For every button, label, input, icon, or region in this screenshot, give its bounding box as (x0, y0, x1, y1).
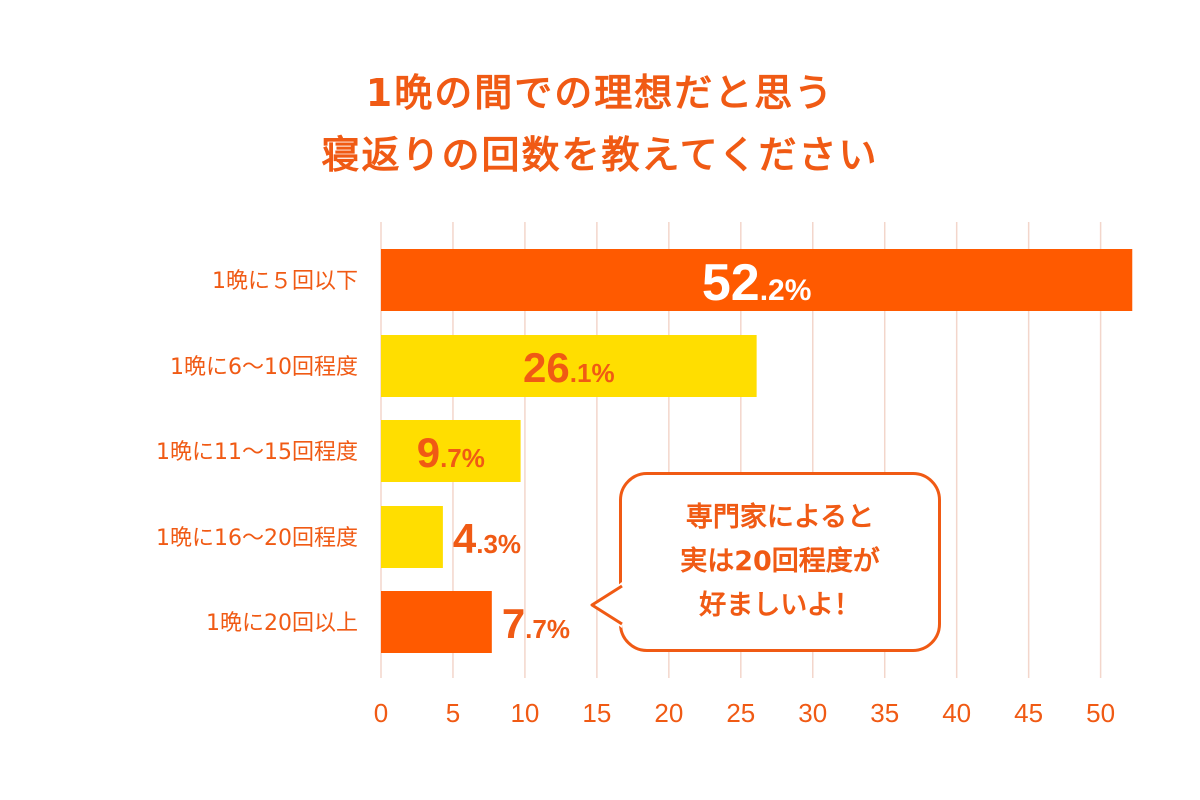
x-tick-label: 40 (942, 698, 971, 728)
speech-bubble-tail (590, 582, 623, 628)
value-label: 7.7% (502, 600, 570, 647)
value-label-main: 4 (453, 515, 477, 562)
chart-title-line-2: 寝返りの回数を教えてください (321, 133, 879, 177)
x-tick-label: 10 (510, 698, 539, 728)
x-tick-label: 25 (726, 698, 755, 728)
category-label: 1晩に11〜15回程度 (156, 440, 358, 465)
x-tick-label: 30 (798, 698, 827, 728)
x-tick-label: 20 (654, 698, 683, 728)
x-tick-label: 5 (446, 698, 460, 728)
value-label: 4.3% (453, 515, 521, 562)
value-label-decimal: .7% (440, 443, 485, 473)
value-label-main: 52 (702, 254, 760, 312)
value-label-decimal: .7% (525, 614, 570, 644)
callout-line-2: 実は20回程度が (680, 546, 880, 577)
x-tick-label: 0 (374, 698, 388, 728)
category-label: 1晩に16〜20回程度 (156, 526, 358, 551)
value-label-decimal: .1% (570, 358, 615, 388)
category-label-layer: 1晩に５回以下 1晩に6〜10回程度 1晩に11〜15回程度 1晩に16〜20回程度 1… (156, 269, 358, 636)
bar (381, 506, 443, 568)
bar (381, 420, 521, 482)
value-label: 26.1% (523, 344, 615, 391)
value-label-main: 9 (417, 429, 440, 476)
value-label: 9.7% (417, 429, 485, 476)
category-label: 1晩に20回以上 (206, 611, 358, 636)
x-tick-label: 50 (1086, 698, 1115, 728)
bar (381, 591, 492, 653)
category-label: 1晩に6〜10回程度 (170, 355, 358, 380)
bar (381, 335, 757, 397)
bar (381, 249, 1133, 311)
x-tick-label: 35 (870, 698, 899, 728)
value-label-decimal: .3% (476, 529, 521, 559)
category-label: 1晩に５回以下 (212, 269, 358, 294)
x-tick-label: 45 (1014, 698, 1043, 728)
x-tick-label: 15 (582, 698, 611, 728)
value-label-main: 7 (502, 600, 525, 647)
callout-line-3: 好ましいよ！ (699, 590, 861, 621)
chart-title-line-1: 1晩の間での理想だと思う (365, 71, 835, 115)
tick-label-layer: 0 5 10 15 20 25 30 35 40 45 50 (374, 698, 1115, 728)
value-label-decimal: .2% (760, 274, 812, 307)
value-label-layer: 52.2%26.1%9.7%4.3%7.7% (417, 254, 812, 647)
speech-bubble-text: 専門家によると 実は20回程度が 好ましいよ！ (619, 496, 941, 628)
value-label-main: 26 (523, 344, 570, 391)
callout-line-1: 専門家によると (685, 502, 875, 533)
bar-layer (381, 249, 1133, 653)
value-label: 52.2% (702, 254, 812, 312)
speech-bubble (619, 472, 941, 652)
